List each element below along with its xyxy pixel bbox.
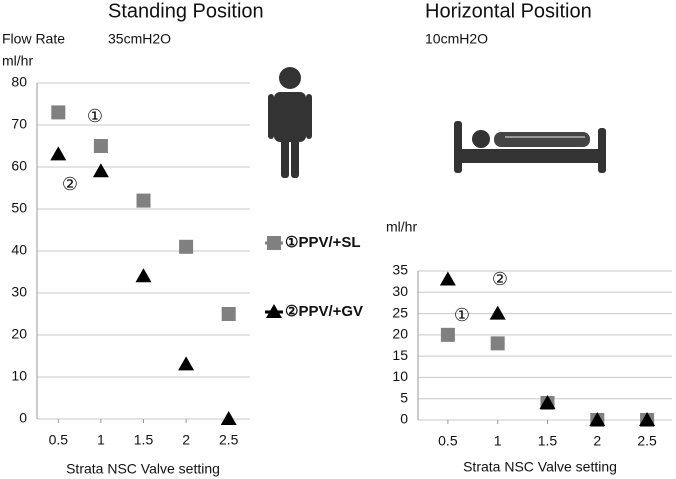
y-tick-label: 5 [400, 389, 408, 405]
marker [179, 239, 194, 254]
legend-label: ①PPV/+SL [285, 234, 361, 251]
bed-icon [454, 121, 606, 173]
y-axis-label: ml/hr [2, 53, 33, 69]
y-tick-label: 60 [11, 158, 27, 174]
y-axis-label: ml/hr [386, 219, 417, 235]
marker [589, 412, 606, 426]
y-tick-label: 35 [392, 262, 408, 278]
marker [221, 307, 236, 321]
legend-marker [266, 304, 282, 318]
x-tick-label: 2.5 [219, 432, 239, 448]
x-tick-label: 1.5 [134, 432, 154, 448]
x-tick-label: 0.5 [438, 433, 458, 449]
annotation: ② [492, 269, 508, 289]
marker [136, 193, 151, 208]
x-tick-label: 0.5 [49, 432, 69, 448]
y-tick-label: 50 [11, 200, 27, 216]
legend-label: ②PPV/+GV [285, 303, 363, 320]
y-tick-label: 80 [11, 74, 27, 90]
chart-subtitle: 35cmH2O [108, 31, 171, 47]
marker [440, 327, 455, 342]
marker [489, 305, 506, 320]
x-tick-label: 1.5 [538, 433, 558, 449]
legend-marker [267, 236, 281, 250]
marker [135, 268, 152, 283]
y-tick-label: 70 [11, 116, 27, 132]
y-tick-label: 10 [11, 368, 27, 384]
annotation: ② [62, 174, 78, 194]
y-tick-label: 30 [392, 283, 408, 299]
annotation: ① [454, 305, 470, 325]
y-tick-label: 0 [19, 410, 27, 426]
x-axis-label: Strata NSC Valve setting [66, 461, 220, 477]
y-tick-label: 15 [392, 347, 408, 363]
y-tick-label: 40 [11, 242, 27, 258]
annotation: ① [87, 106, 103, 126]
y-tick-label: 20 [11, 326, 27, 342]
x-tick-label: 1 [97, 432, 105, 448]
chart-title: Standing Position [108, 0, 264, 22]
marker [539, 394, 556, 409]
y-tick-label: 0 [400, 411, 408, 427]
y-tick-label: 30 [11, 284, 27, 300]
marker [220, 411, 237, 425]
y-tick-label: 25 [392, 304, 408, 320]
x-axis-label: Strata NSC Valve setting [463, 459, 617, 475]
marker [51, 105, 66, 120]
y-tick-label: 10 [392, 368, 408, 384]
marker [439, 271, 456, 286]
y-axis-label: Flow Rate [2, 31, 65, 47]
x-tick-label: 2 [182, 432, 190, 448]
x-tick-label: 2 [593, 433, 601, 449]
marker [178, 356, 195, 371]
marker [50, 146, 67, 161]
person-icon [268, 67, 312, 178]
y-tick-label: 20 [392, 326, 408, 342]
x-tick-label: 2.5 [637, 433, 657, 449]
chart-subtitle: 10cmH2O [425, 31, 488, 47]
marker [490, 336, 505, 351]
x-tick-label: 1 [494, 433, 502, 449]
marker [639, 412, 656, 426]
marker [92, 163, 109, 178]
chart-title: Horizontal Position [425, 0, 592, 22]
marker [93, 139, 108, 153]
